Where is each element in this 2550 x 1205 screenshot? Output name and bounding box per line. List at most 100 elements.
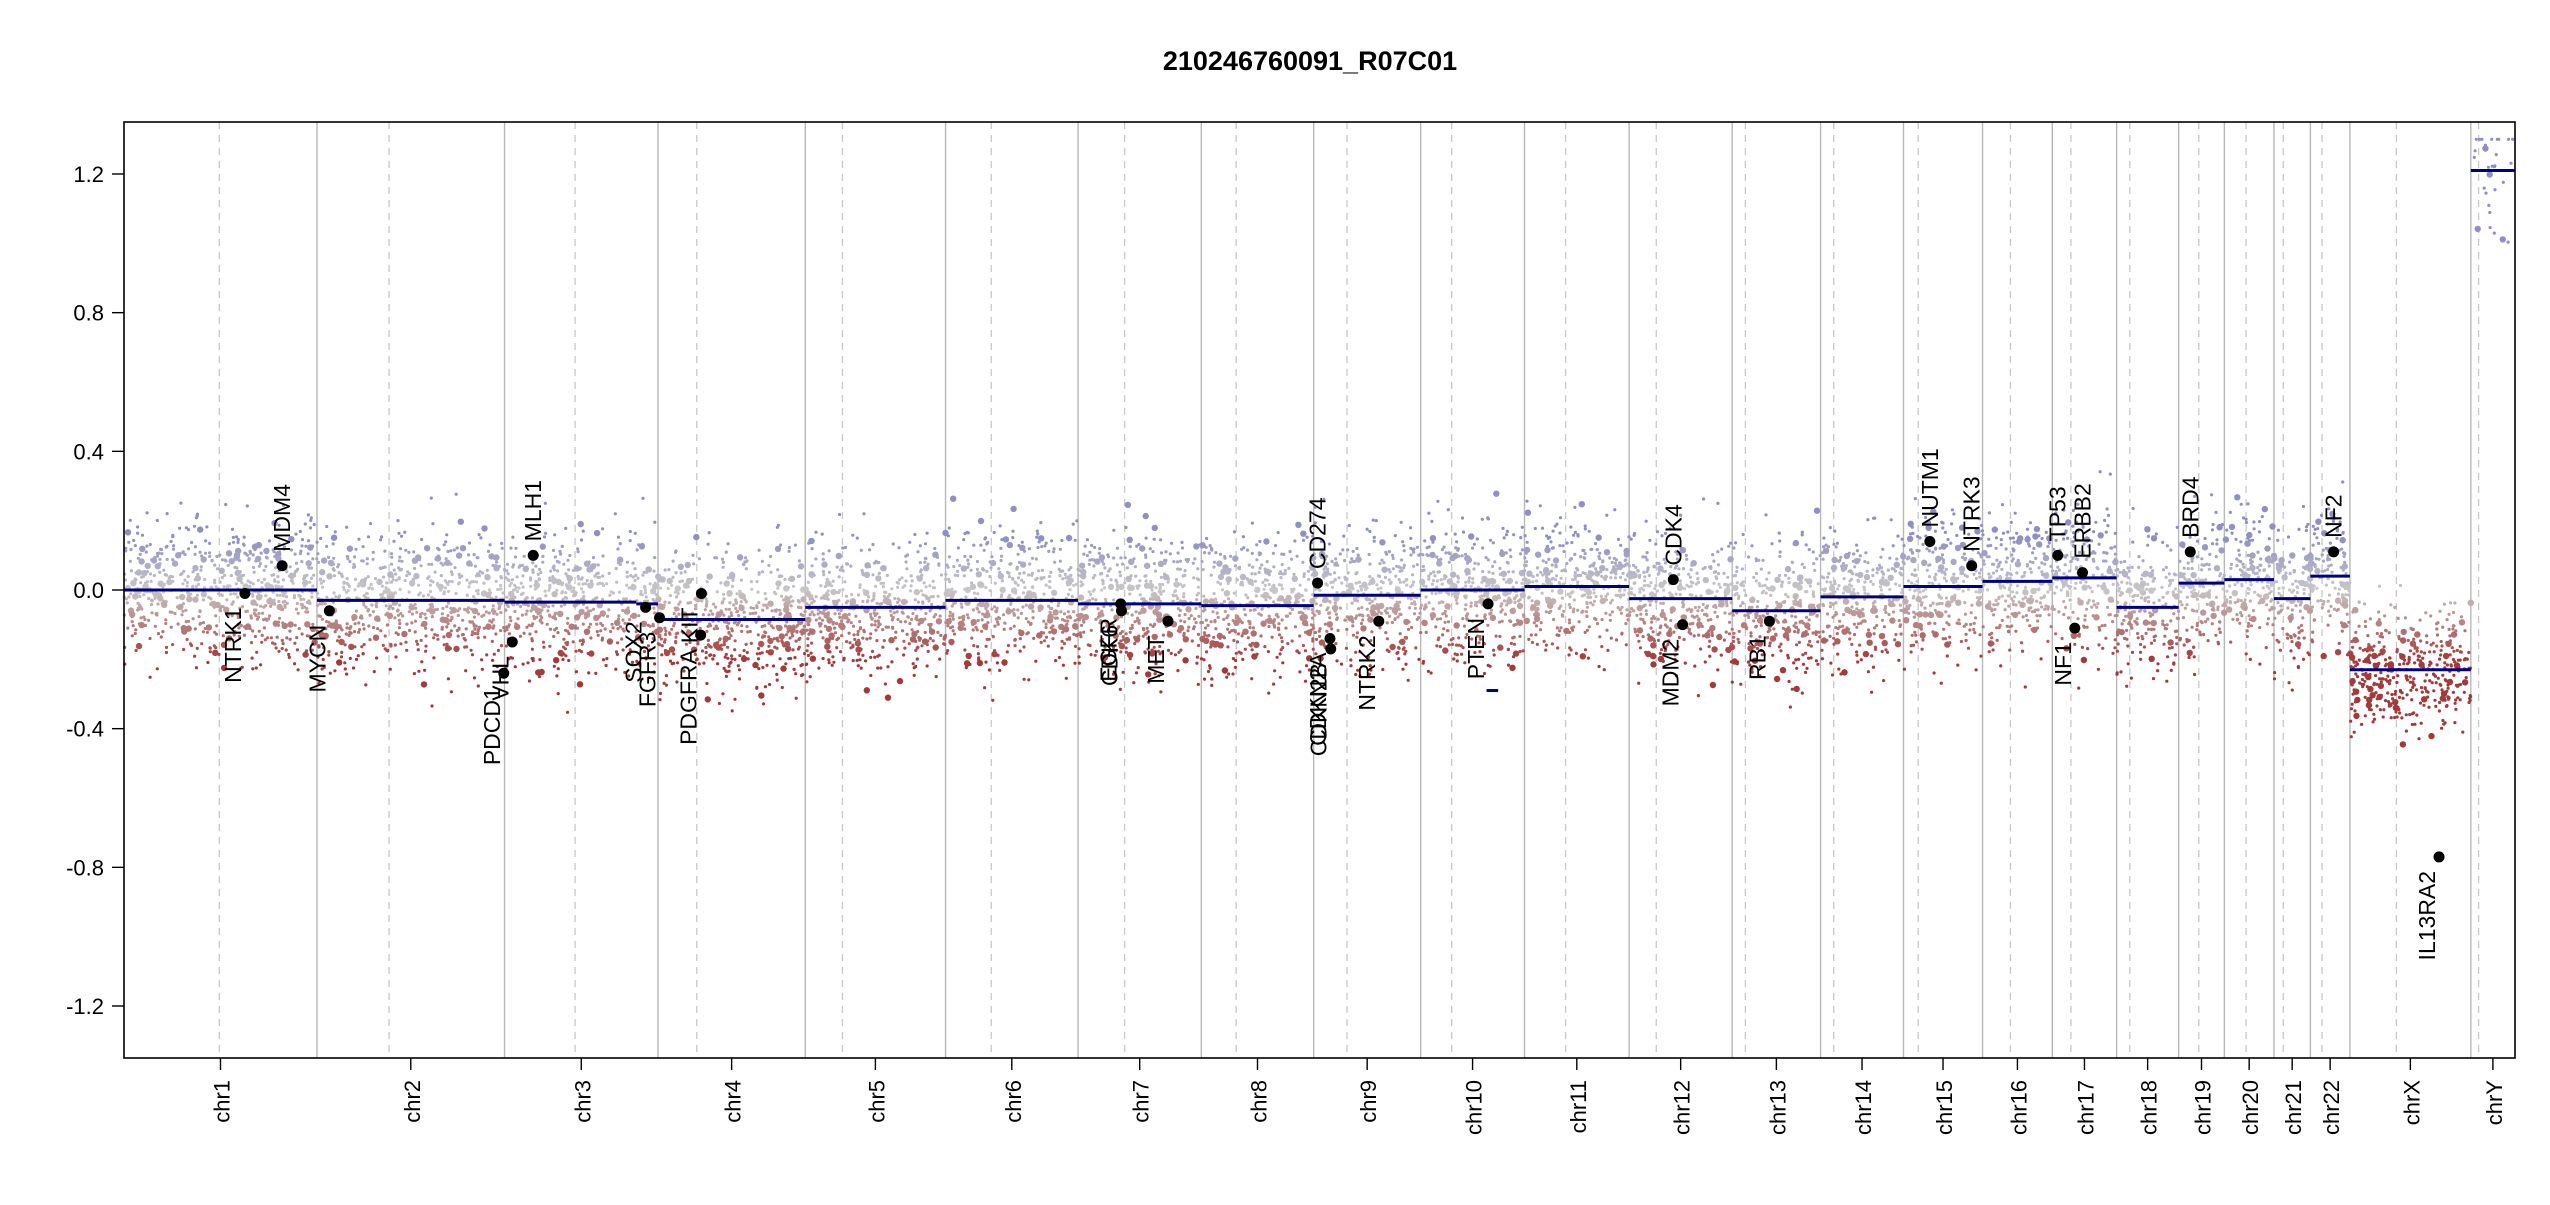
probe-point <box>357 621 360 624</box>
probe-point <box>877 625 880 628</box>
probe-point <box>1277 531 1280 534</box>
probe-point <box>1227 672 1230 675</box>
probe-point <box>1493 560 1496 563</box>
probe-point <box>208 646 211 649</box>
probe-point <box>947 566 950 569</box>
probe-point <box>1278 633 1281 636</box>
probe-point <box>1512 624 1515 627</box>
probe-point <box>1272 683 1275 686</box>
probe-point <box>414 620 417 623</box>
probe-point <box>932 580 935 583</box>
probe-point <box>1174 653 1177 656</box>
probe-point <box>1525 560 1528 563</box>
probe-point <box>441 612 444 615</box>
probe-point <box>352 566 355 569</box>
probe-point <box>1399 581 1402 584</box>
probe-point <box>1483 615 1486 618</box>
probe-point <box>566 617 569 620</box>
probe-point <box>343 588 346 591</box>
probe-point <box>1491 585 1494 588</box>
probe-point <box>999 547 1002 550</box>
probe-point <box>1022 591 1025 594</box>
probe-point <box>1043 639 1046 642</box>
probe-point <box>626 561 629 564</box>
probe-point <box>594 672 597 675</box>
probe-point <box>771 650 774 653</box>
probe-point <box>788 546 791 549</box>
probe-point <box>907 616 910 619</box>
probe-point <box>201 591 207 597</box>
probe-point <box>629 539 632 542</box>
probe-point <box>707 573 713 579</box>
probe-point <box>424 650 427 653</box>
probe-point <box>1516 619 1519 622</box>
probe-point <box>186 638 189 641</box>
probe-point <box>1488 612 1491 615</box>
probe-point <box>1402 566 1405 569</box>
probe-point <box>824 638 830 644</box>
probe-point <box>1397 657 1400 660</box>
probe-point <box>1387 568 1390 571</box>
probe-point <box>1281 646 1284 649</box>
probe-point <box>521 574 524 577</box>
probe-point <box>1431 617 1434 620</box>
probe-point <box>1426 546 1429 549</box>
probe-point <box>1203 678 1206 681</box>
probe-point <box>1202 609 1205 612</box>
probe-point <box>1125 646 1128 649</box>
probe-point <box>1250 677 1253 680</box>
probe-point <box>698 557 701 560</box>
probe-point <box>601 598 604 601</box>
probe-point <box>637 614 640 617</box>
probe-point <box>668 601 671 604</box>
probe-point <box>1586 606 1589 609</box>
probe-point <box>874 585 877 588</box>
probe-point <box>705 630 708 633</box>
probe-point <box>354 622 357 625</box>
probe-point <box>949 611 952 614</box>
probe-point <box>1151 593 1154 596</box>
probe-point <box>1421 553 1424 556</box>
probe-point <box>158 582 161 585</box>
probe-point <box>923 581 926 584</box>
probe-point <box>453 548 456 551</box>
probe-point <box>444 579 447 582</box>
probe-point <box>531 622 534 625</box>
probe-point <box>429 584 432 587</box>
probe-point <box>731 585 734 588</box>
probe-point <box>624 608 630 614</box>
probe-point <box>213 631 216 634</box>
probe-point <box>471 620 474 623</box>
probe-point <box>1205 546 1208 549</box>
probe-point <box>858 649 861 652</box>
probe-point <box>531 561 534 564</box>
probe-point <box>595 623 598 626</box>
probe-point <box>1080 580 1083 583</box>
probe-point <box>1078 662 1081 665</box>
probe-point <box>778 575 781 578</box>
probe-point <box>440 574 443 577</box>
probe-point <box>1273 625 1276 628</box>
probe-point <box>1314 588 1317 591</box>
probe-point <box>1335 659 1338 662</box>
probe-point <box>1144 556 1147 559</box>
probe-point <box>857 653 860 656</box>
probe-point <box>1311 617 1314 620</box>
probe-point <box>129 560 132 563</box>
probe-point <box>430 563 433 566</box>
probe-point <box>805 591 811 597</box>
probe-point <box>822 570 825 573</box>
probe-point <box>1067 577 1073 583</box>
probe-point <box>614 512 617 515</box>
probe-point <box>1119 688 1122 691</box>
probe-point <box>833 627 836 630</box>
probe-point <box>646 566 652 572</box>
probe-point <box>396 519 399 522</box>
probe-point <box>138 604 141 607</box>
probe-point <box>1379 539 1385 545</box>
probe-point <box>156 602 159 605</box>
probe-point <box>1051 637 1054 640</box>
probe-point <box>1568 653 1571 656</box>
probe-point <box>1505 551 1508 554</box>
probe-point <box>259 562 262 565</box>
